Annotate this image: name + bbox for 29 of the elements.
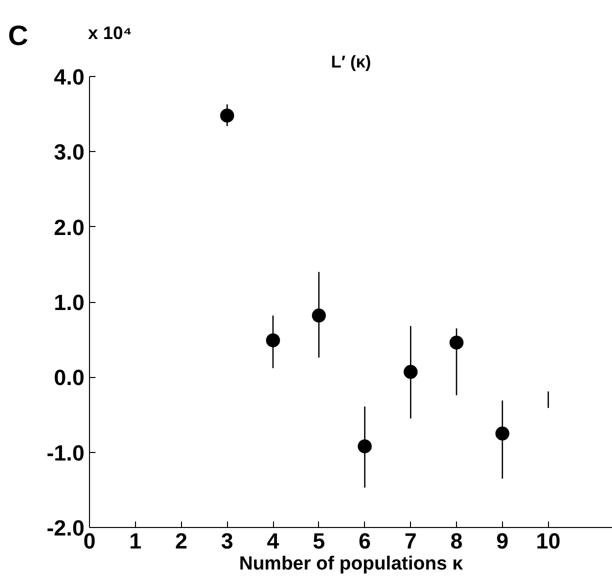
x-tick-label: 5 (312, 528, 326, 554)
text: x 10⁴ (88, 23, 132, 43)
x-tick-label: 10 (536, 528, 561, 554)
x-tick-label: 7 (404, 528, 417, 554)
x-tick-label: 6 (358, 528, 371, 554)
y-tick-label: 0.0 (54, 365, 85, 390)
y-tick-label: 2.0 (54, 214, 85, 240)
point (312, 308, 326, 323)
point (495, 426, 510, 441)
y-tick-label: 3.0 (54, 140, 85, 165)
y-tick-label: -1.0 (46, 440, 85, 466)
x-tick-label: 8 (450, 528, 463, 554)
y-tick-label: 4.0 (54, 64, 85, 90)
y-tick-label: -2.0 (46, 516, 85, 540)
x-tick-label: 9 (496, 528, 509, 554)
chart-title: L′ (κ) (331, 52, 372, 72)
point (266, 333, 280, 348)
text: C (8, 20, 28, 51)
point (404, 364, 418, 379)
point (220, 108, 234, 123)
x-tick-label: 1 (129, 528, 142, 554)
x-axis-title: Number of populations κ (239, 554, 464, 574)
x-tick-label: 0 (83, 528, 96, 554)
point (358, 439, 372, 454)
x-tick-label: 2 (175, 528, 188, 554)
point (450, 336, 464, 350)
x-tick-label: 3 (221, 528, 234, 554)
x-tick-label: 4 (266, 528, 280, 554)
y-tick-label: 1.0 (54, 290, 85, 315)
